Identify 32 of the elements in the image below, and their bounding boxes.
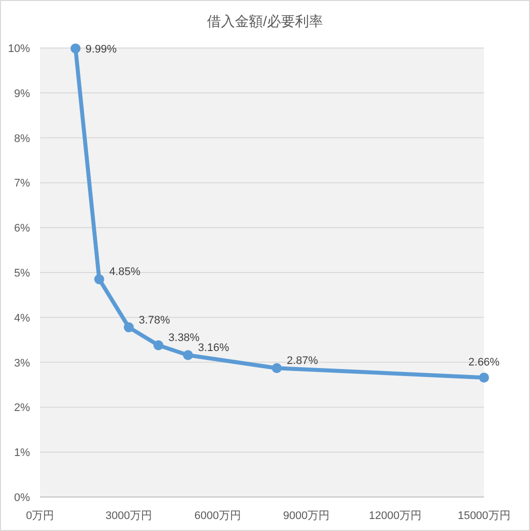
y-tick-label: 10% bbox=[8, 43, 30, 55]
x-tick-label: 3000万円 bbox=[106, 510, 152, 522]
point bbox=[479, 372, 489, 383]
y-tick-label: 9% bbox=[14, 88, 30, 100]
point bbox=[183, 350, 193, 360]
data-label: 9.99% bbox=[86, 43, 117, 56]
y-tick-label: 2% bbox=[14, 402, 30, 414]
point bbox=[153, 340, 164, 350]
point bbox=[94, 274, 104, 284]
y-tick-label: 3% bbox=[14, 357, 30, 370]
y-tick-label: 6% bbox=[14, 222, 30, 235]
data-label: 3.16% bbox=[198, 342, 230, 354]
data-label: 3.78% bbox=[138, 314, 170, 326]
data-label: 4.85% bbox=[109, 266, 141, 278]
x-tick-label: 15000万円 bbox=[458, 510, 510, 522]
x-tick-label: 0万円 bbox=[26, 510, 54, 522]
data-label: 2.66% bbox=[468, 356, 500, 369]
y-tick-label: 7% bbox=[14, 178, 30, 190]
chart-title: 借入金額/必要利率 bbox=[207, 13, 323, 29]
x-tick-label: 6000万円 bbox=[194, 510, 241, 522]
y-tick-label: 1% bbox=[14, 447, 30, 460]
x-tick-label: 12000万円 bbox=[368, 510, 422, 522]
y-tick-label: 0% bbox=[14, 492, 30, 504]
x-tick-label: 9000万円 bbox=[283, 510, 330, 522]
y-tick-label: 8% bbox=[14, 132, 30, 145]
data-label: 3.38% bbox=[168, 332, 200, 344]
point bbox=[70, 43, 81, 54]
y-tick-label: 4% bbox=[14, 312, 30, 324]
point bbox=[124, 322, 134, 332]
point bbox=[272, 363, 282, 374]
y-tick-label: 5% bbox=[14, 268, 30, 280]
data-label: 2.87% bbox=[286, 355, 318, 368]
